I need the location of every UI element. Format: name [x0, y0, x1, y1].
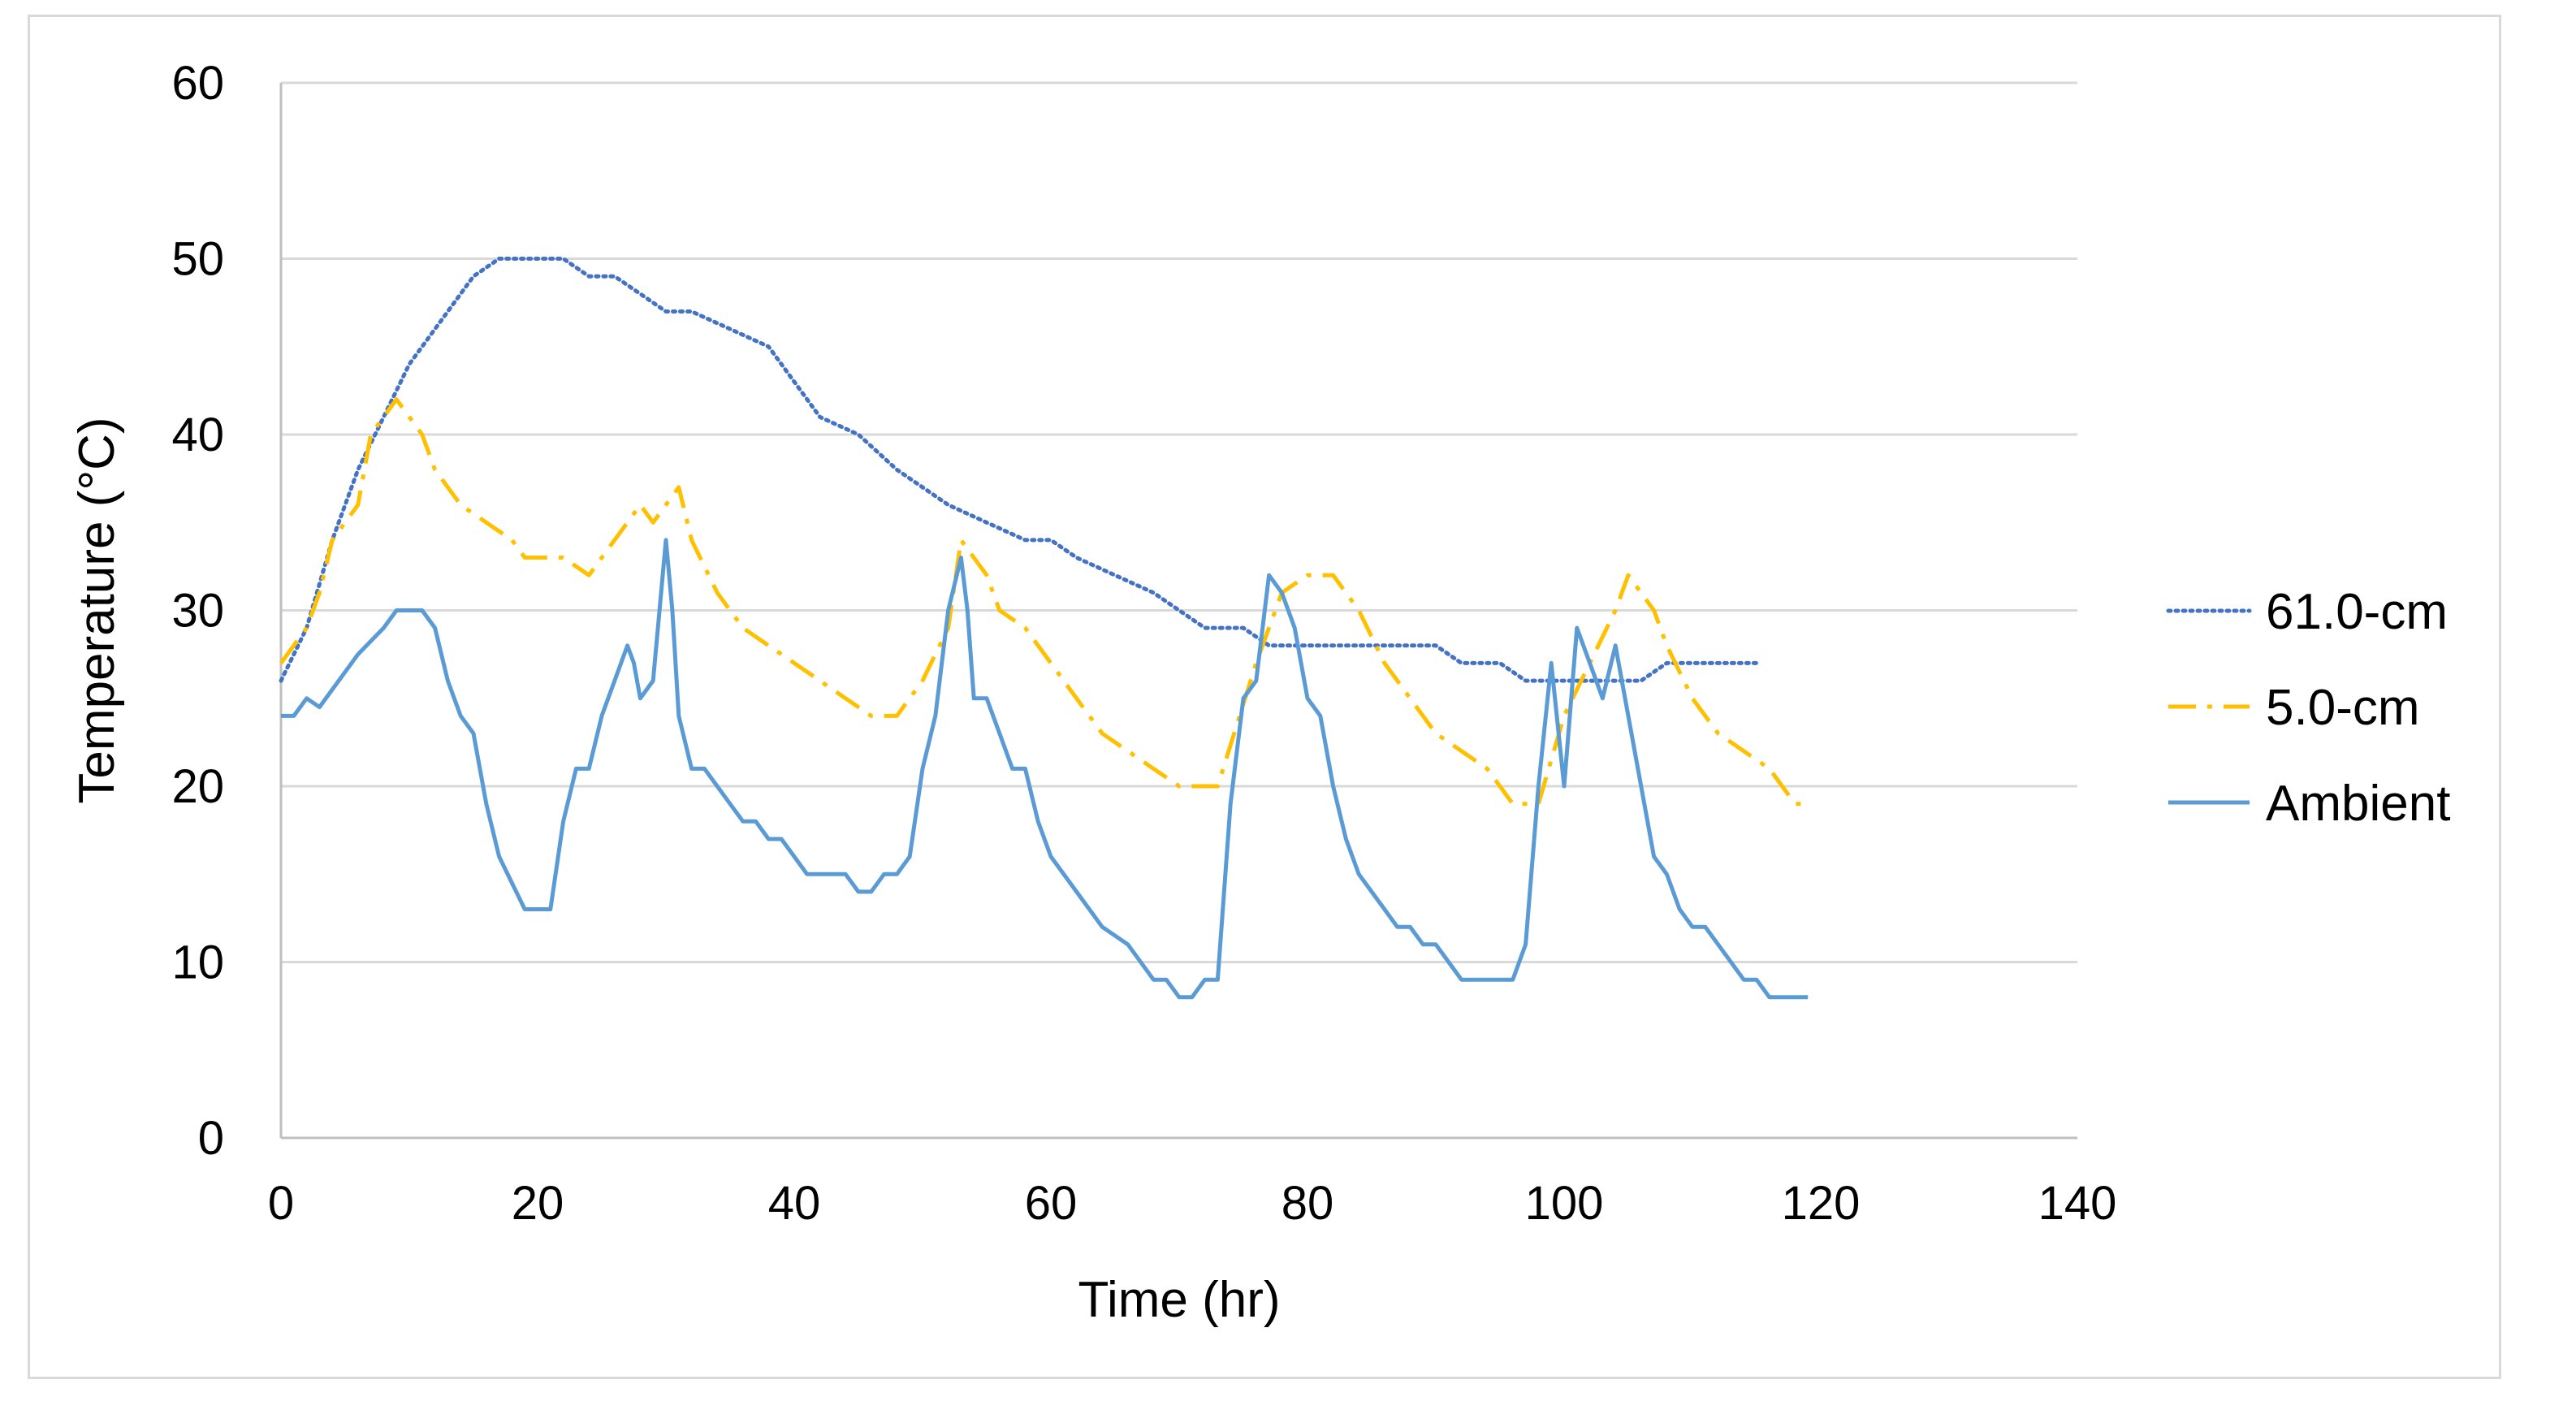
y-tick-label-50: 50 — [171, 233, 224, 286]
legend-label-5cm: 5.0-cm — [2266, 680, 2419, 736]
series-lines — [279, 257, 1809, 1000]
x-tick-label-80: 80 — [1282, 1177, 1334, 1230]
y-tick-label-20: 20 — [171, 760, 224, 813]
x-tick-label-140: 140 — [2038, 1177, 2117, 1230]
y-axis-title: Temperature (°C) — [69, 417, 125, 803]
x-tick-label-120: 120 — [1782, 1177, 1861, 1230]
series-line-ambient — [281, 538, 1809, 1000]
y-tick-label-0: 0 — [198, 1112, 224, 1165]
axes — [279, 83, 2077, 1140]
y-tick-labels: 0 10 20 30 40 50 60 — [171, 57, 224, 1165]
x-tick-label-40: 40 — [768, 1177, 821, 1230]
series-line-5-0-cm — [279, 397, 1809, 807]
gridlines — [281, 81, 2077, 963]
legend: 61.0-cm 5.0-cm Ambient — [2166, 584, 2450, 832]
y-tick-label-60: 60 — [171, 57, 224, 110]
x-tick-label-60: 60 — [1025, 1177, 1078, 1230]
legend-label-61cm: 61.0-cm — [2266, 584, 2448, 640]
y-tick-label-10: 10 — [171, 936, 224, 989]
x-tick-labels: 0 20 40 60 80 100 120 140 — [268, 1177, 2117, 1230]
series-line-61-0-cm — [279, 257, 1759, 683]
y-tick-label-40: 40 — [171, 409, 224, 461]
y-tick-label-30: 30 — [171, 585, 224, 638]
chart-frame — [28, 15, 2501, 1379]
x-tick-label-20: 20 — [512, 1177, 564, 1230]
legend-label-ambient: Ambient — [2266, 776, 2450, 832]
x-tick-label-100: 100 — [1525, 1177, 1604, 1230]
x-tick-label-0: 0 — [268, 1177, 294, 1230]
x-axis-title: Time (hr) — [1078, 1272, 1280, 1328]
